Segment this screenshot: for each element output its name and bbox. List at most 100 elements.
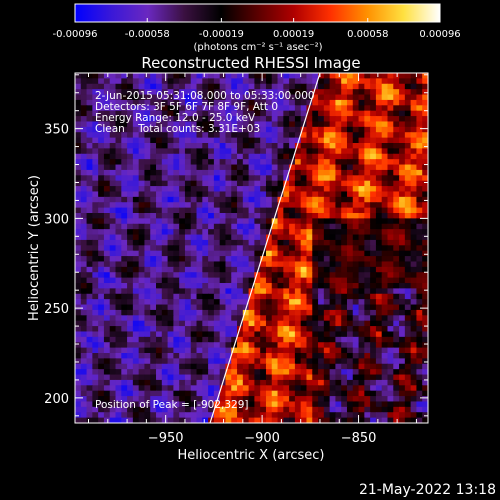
heatmap-pixel [416, 191, 423, 198]
heatmap-pixel [219, 401, 227, 408]
heatmap-pixel [254, 83, 261, 90]
heatmap-pixel [370, 342, 377, 349]
heatmap-pixel [98, 369, 105, 376]
heatmap-pixel [219, 143, 227, 149]
heatmap-pixel [184, 148, 192, 155]
heatmap-pixel [404, 283, 412, 289]
heatmap-pixel [115, 148, 122, 155]
heatmap-pixel [370, 304, 377, 311]
heatmap-pixel [132, 143, 140, 149]
heatmap-pixel [393, 304, 400, 311]
heatmap-pixel [92, 94, 99, 101]
heatmap-pixel [329, 121, 337, 128]
heatmap-pixel [364, 256, 371, 263]
heatmap-pixel [213, 186, 221, 193]
heatmap-pixel [346, 213, 354, 219]
heatmap-pixel [387, 196, 394, 203]
heatmap-pixel [237, 116, 244, 123]
heatmap-pixel [86, 256, 93, 263]
heatmap-pixel [381, 406, 389, 413]
heatmap-pixel [375, 250, 383, 257]
heatmap-pixel [289, 180, 296, 187]
heatmap-pixel [248, 266, 255, 273]
heatmap-pixel [80, 83, 88, 90]
heatmap-pixel [265, 137, 273, 144]
heatmap-pixel [352, 78, 360, 85]
heatmap-pixel [213, 78, 221, 85]
heatmap-pixel [399, 288, 406, 295]
heatmap-pixel [294, 126, 302, 133]
heatmap-pixel [352, 374, 360, 381]
heatmap-pixel [92, 283, 99, 289]
heatmap-pixel [103, 320, 111, 327]
heatmap-pixel [393, 245, 400, 252]
heatmap-pixel [144, 132, 151, 139]
heatmap-pixel [219, 218, 227, 225]
heatmap-pixel [254, 175, 261, 182]
heatmap-pixel [370, 336, 377, 343]
heatmap-pixel [399, 396, 406, 403]
heatmap-pixel [364, 342, 371, 349]
heatmap-pixel [109, 379, 117, 386]
heatmap-pixel [138, 94, 146, 101]
heatmap-pixel [115, 304, 122, 311]
heatmap-pixel [294, 342, 302, 349]
heatmap-pixel [329, 191, 337, 198]
heatmap-pixel [422, 369, 428, 376]
heatmap-pixel [115, 250, 122, 257]
heatmap-pixel [86, 180, 93, 187]
heatmap-pixel [341, 110, 348, 117]
heatmap-pixel [346, 336, 354, 343]
heatmap-pixel [329, 250, 337, 257]
heatmap-pixel [410, 277, 418, 284]
heatmap-pixel [173, 245, 180, 252]
heatmap-pixel [196, 277, 203, 284]
heatmap-pixel [161, 272, 169, 279]
heatmap-pixel [300, 250, 308, 257]
heatmap-pixel [86, 358, 93, 365]
heatmap-pixel [312, 358, 319, 365]
heatmap-pixel [202, 116, 209, 123]
heatmap-pixel [179, 283, 186, 289]
heatmap-pixel [294, 234, 302, 241]
heatmap-pixel [161, 186, 169, 193]
heatmap-pixel [306, 363, 313, 370]
heatmap-pixel [277, 202, 284, 209]
heatmap-pixel [381, 379, 389, 386]
heatmap-pixel [242, 207, 250, 214]
heatmap-pixel [231, 385, 238, 392]
heatmap-pixel [416, 288, 423, 295]
heatmap-pixel [127, 277, 134, 284]
heatmap-pixel [312, 369, 319, 376]
heatmap-pixel [341, 396, 348, 403]
heatmap-pixel [404, 261, 412, 268]
heatmap-pixel [98, 159, 105, 166]
heatmap-pixel [121, 353, 128, 359]
heatmap-pixel [323, 191, 331, 198]
heatmap-pixel [364, 299, 371, 306]
heatmap-pixel [92, 417, 99, 423]
heatmap-pixel [300, 315, 308, 322]
heatmap-pixel [138, 105, 146, 112]
heatmap-pixel [109, 417, 117, 423]
heatmap-pixel [80, 169, 88, 176]
heatmap-pixel [346, 272, 354, 279]
heatmap-pixel [242, 137, 250, 144]
heatmap-pixel [248, 78, 255, 85]
heatmap-pixel [121, 293, 128, 300]
heatmap-pixel [323, 175, 331, 182]
heatmap-pixel [381, 137, 389, 144]
heatmap-pixel [179, 132, 186, 139]
heatmap-pixel [300, 132, 308, 139]
heatmap-pixel [294, 207, 302, 214]
heatmap-pixel [335, 153, 342, 160]
heatmap-pixel [75, 396, 82, 403]
heatmap-pixel [248, 342, 255, 349]
heatmap-pixel [416, 277, 423, 284]
heatmap-pixel [393, 148, 400, 155]
heatmap-pixel [144, 347, 151, 354]
heatmap-pixel [121, 374, 128, 381]
heatmap-pixel [260, 148, 267, 155]
heatmap-pixel [173, 110, 180, 117]
heatmap-pixel [318, 105, 325, 112]
